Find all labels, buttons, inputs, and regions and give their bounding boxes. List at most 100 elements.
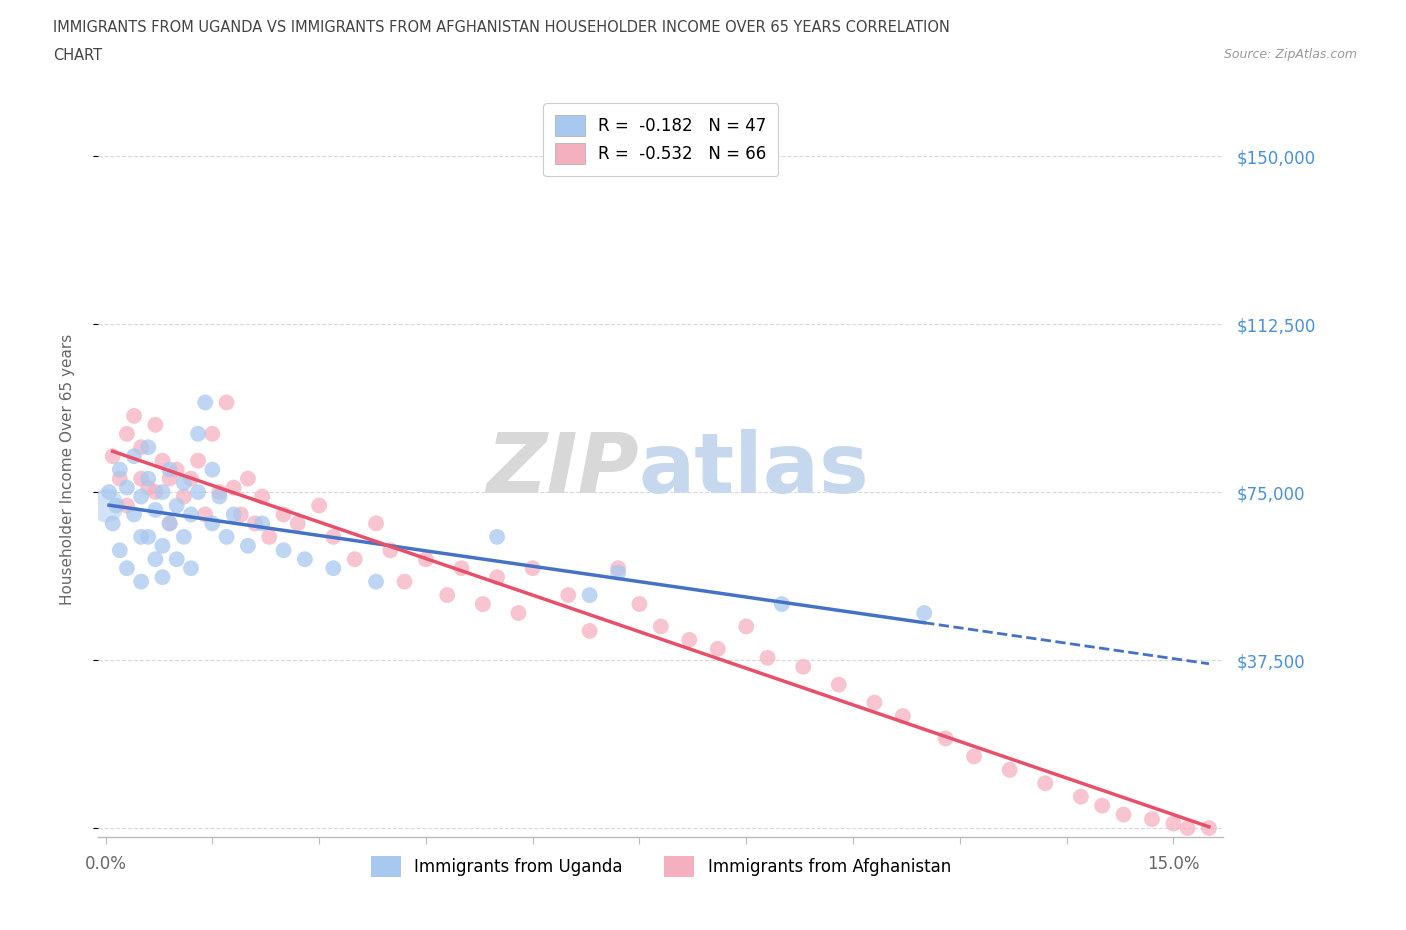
Point (229, 507, 252, 522)
Point (891, 709, 914, 724)
Point (215, 395, 238, 410)
Point (607, 565, 630, 580)
Point (152, 485, 174, 499)
Point (222, 507, 245, 522)
Point (159, 516, 181, 531)
Point (145, 502, 167, 517)
Point (159, 516, 181, 531)
Legend: Immigrants from Uganda, Immigrants from Afghanistan: Immigrants from Uganda, Immigrants from … (364, 849, 957, 884)
Point (105, 498, 128, 513)
Point (159, 472, 181, 486)
Text: Source: ZipAtlas.com: Source: ZipAtlas.com (1223, 48, 1357, 61)
Point (136, 472, 159, 486)
Point (201, 516, 224, 531)
Point (1198, 820, 1220, 835)
Point (707, 642, 730, 657)
Point (1177, 820, 1199, 835)
Point (250, 516, 273, 531)
Point (273, 507, 295, 522)
Point (122, 449, 145, 464)
Point (1070, 790, 1092, 804)
Text: CHART: CHART (53, 48, 103, 63)
Point (215, 529, 238, 544)
Point (173, 489, 195, 504)
Point (166, 462, 188, 477)
Point (578, 588, 600, 603)
Point (166, 498, 188, 513)
Point (115, 561, 138, 576)
Point (152, 570, 174, 585)
Point (963, 749, 986, 764)
Point (912, 605, 935, 620)
Point (628, 597, 651, 612)
Point (522, 561, 544, 576)
Point (98, 485, 121, 499)
Point (180, 507, 202, 522)
Point (129, 489, 152, 504)
Point (792, 659, 814, 674)
Point (159, 462, 181, 477)
Point (294, 551, 316, 566)
Point (380, 543, 402, 558)
Point (152, 538, 174, 553)
Point (108, 472, 131, 486)
Point (173, 529, 195, 544)
Point (222, 480, 245, 495)
Point (187, 453, 209, 468)
Point (471, 597, 494, 612)
Point (96, 498, 118, 513)
Point (273, 543, 295, 558)
Point (145, 485, 167, 499)
Point (607, 561, 630, 576)
Point (756, 650, 779, 665)
Point (145, 551, 167, 566)
Point (122, 507, 145, 522)
Point (998, 763, 1021, 777)
Point (208, 489, 231, 504)
Point (129, 472, 152, 486)
Point (187, 426, 209, 441)
Point (343, 551, 366, 566)
Point (1091, 798, 1114, 813)
Point (508, 605, 530, 620)
Point (166, 551, 188, 566)
Point (287, 516, 309, 531)
Point (108, 462, 131, 477)
Point (136, 480, 159, 495)
Point (678, 632, 700, 647)
Point (250, 489, 273, 504)
Point (828, 677, 851, 692)
Point (152, 453, 174, 468)
Point (650, 619, 672, 634)
Point (436, 588, 458, 603)
Point (1140, 812, 1163, 827)
Point (187, 485, 209, 499)
Point (180, 561, 202, 576)
Point (308, 498, 330, 513)
Point (735, 619, 758, 634)
Point (145, 418, 167, 432)
Point (450, 561, 472, 576)
Text: atlas: atlas (638, 429, 869, 511)
Point (322, 529, 344, 544)
Point (129, 440, 152, 455)
Point (101, 449, 124, 464)
Point (1163, 817, 1185, 831)
Point (236, 472, 259, 486)
Point (101, 516, 124, 531)
Text: ZIP: ZIP (485, 429, 638, 511)
Point (208, 485, 231, 499)
Point (1033, 776, 1056, 790)
Point (935, 731, 957, 746)
Point (863, 695, 886, 710)
Point (129, 574, 152, 589)
Point (201, 426, 224, 441)
Point (115, 480, 138, 495)
Point (201, 462, 224, 477)
Point (173, 475, 195, 490)
Point (770, 597, 793, 612)
Point (486, 529, 509, 544)
Point (259, 529, 281, 544)
Text: IMMIGRANTS FROM UGANDA VS IMMIGRANTS FROM AFGHANISTAN HOUSEHOLDER INCOME OVER 65: IMMIGRANTS FROM UGANDA VS IMMIGRANTS FRO… (53, 20, 950, 35)
Point (108, 543, 131, 558)
